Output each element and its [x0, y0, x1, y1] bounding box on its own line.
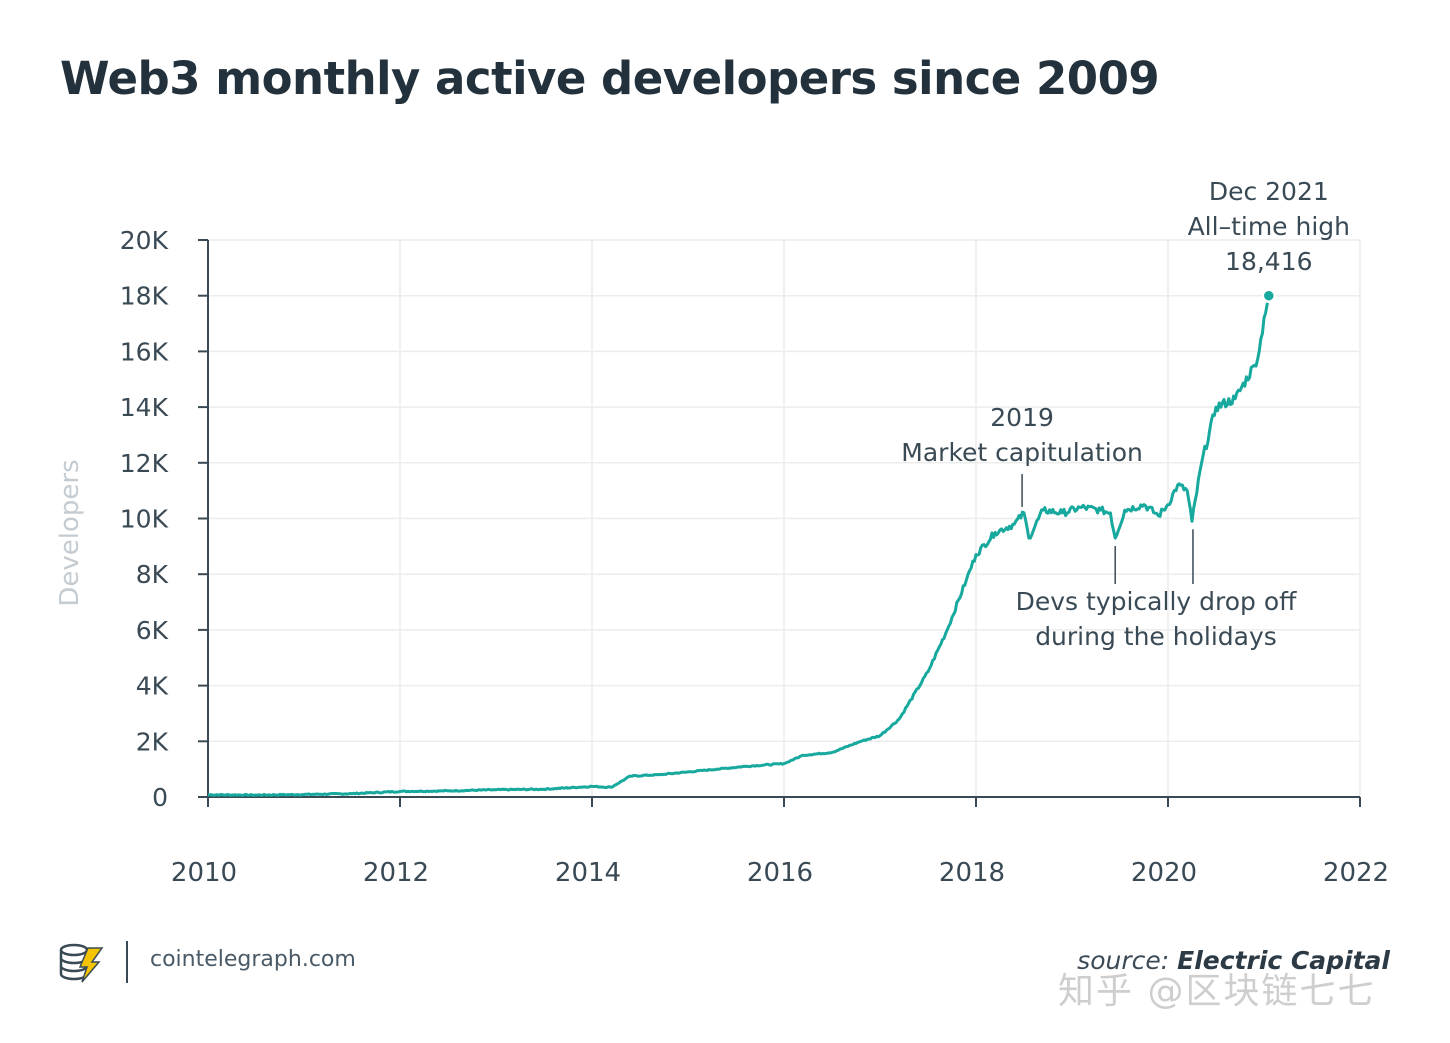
x-tick-label: 2012	[363, 858, 429, 888]
y-tick-label: 20K	[120, 226, 169, 255]
annotations: Dec 2021 All–time high 18,416 2019 Marke…	[901, 177, 1350, 651]
peak-annotation-label: All–time high	[1188, 212, 1350, 241]
x-tick-label: 2010	[171, 858, 237, 888]
peak-marker	[1261, 288, 1277, 303]
grid-lines	[208, 239, 1361, 797]
y-tick-label: 6K	[136, 616, 169, 645]
x-axis-ticks: 2010 2012 2014 2016 2018 2020 2022	[171, 797, 1389, 888]
footer-site-link[interactable]: cointelegraph.com	[150, 947, 356, 972]
series-group	[208, 288, 1277, 797]
x-tick-label: 2022	[1323, 858, 1389, 888]
footer-divider	[126, 941, 128, 983]
chart-title: Web3 monthly active developers since 200…	[60, 52, 1160, 105]
source-credit: source: Electric Capital	[1077, 946, 1390, 975]
peak-annotation-value: 18,416	[1225, 247, 1312, 276]
peak-annotation-date: Dec 2021	[1209, 177, 1329, 206]
x-tick-label: 2014	[555, 858, 621, 888]
capitulation-annotation-label: Market capitulation	[901, 438, 1143, 467]
holiday-annotation-line2: during the holidays	[1035, 622, 1277, 651]
holiday-annotation-line1: Devs typically drop off	[1016, 587, 1298, 616]
y-tick-label: 4K	[136, 672, 169, 701]
cointelegraph-logo-icon	[59, 943, 104, 983]
x-tick-label: 2020	[1131, 858, 1197, 888]
source-label: source:	[1077, 946, 1170, 975]
y-tick-label: 14K	[120, 393, 169, 422]
y-axis-ticks: 0 2K 4K 6K 8K 10K 12K 14K 16K 18K 20K	[120, 226, 208, 812]
x-tick-label: 2016	[747, 858, 813, 888]
y-tick-label: 18K	[120, 282, 169, 311]
y-tick-label: 8K	[136, 560, 169, 589]
source-name: Electric Capital	[1177, 946, 1390, 975]
watermark: 知乎 @区块链七七	[1058, 971, 1376, 1012]
y-tick-label: 16K	[120, 337, 169, 366]
y-tick-label: 12K	[120, 449, 169, 478]
y-tick-label: 2K	[136, 727, 169, 756]
y-tick-label: 10K	[120, 505, 169, 534]
series-line	[208, 295, 1271, 797]
x-tick-label: 2018	[939, 858, 1005, 888]
y-axis-label: Developers	[55, 459, 85, 606]
capitulation-annotation-year: 2019	[990, 403, 1054, 432]
y-tick-label: 0	[152, 783, 168, 812]
